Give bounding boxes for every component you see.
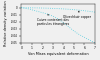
Text: Cuivre contenant des
particules étrangères: Cuivre contenant des particules étrangèr… — [37, 14, 69, 26]
Text: Olivechkuir copper: Olivechkuir copper — [63, 11, 91, 19]
X-axis label: Von Mises equivalent deformation: Von Mises equivalent deformation — [28, 52, 88, 56]
Y-axis label: Relative density variation: Relative density variation — [4, 1, 8, 46]
